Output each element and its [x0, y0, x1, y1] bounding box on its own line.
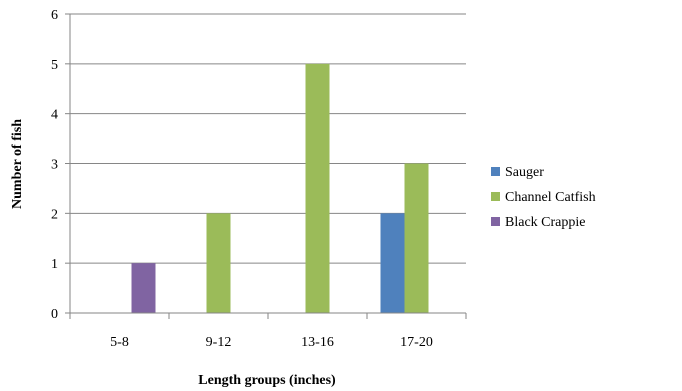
bar-channel-catfish-17-20 [404, 163, 429, 313]
legend-label-black-crappie: Black Crappie [505, 215, 585, 230]
bar-channel-catfish-13-16 [305, 63, 330, 314]
y-tick-label: 0 [51, 307, 58, 322]
y-tick-label: 1 [51, 257, 58, 272]
x-tick-label: 17-20 [400, 335, 433, 350]
y-tick-label: 5 [51, 58, 58, 73]
y-tick-label: 6 [51, 8, 58, 23]
y-axis-title: Number of fish [10, 119, 25, 209]
y-tick-label: 2 [51, 207, 58, 222]
bar-black-crappie-5-8 [131, 263, 156, 313]
legend-swatch-sauger [491, 167, 500, 176]
bar-sauger-17-20 [380, 213, 405, 313]
bars [131, 63, 429, 314]
y-tick-label: 4 [51, 108, 58, 123]
y-tick-label: 3 [51, 158, 58, 173]
x-tick-label: 9-12 [206, 335, 232, 350]
legend-label-sauger: Sauger [505, 165, 544, 180]
x-tick-label: 13-16 [301, 335, 334, 350]
legend-swatch-black-crappie [491, 217, 500, 226]
legend-label-channel-catfish: Channel Catfish [505, 190, 596, 205]
y-tick-labels: 0 1 2 3 4 5 6 [51, 8, 58, 322]
axes [65, 13, 467, 319]
legend: Sauger Channel Catfish Black Crappie [491, 165, 596, 230]
x-tick-label: 5-8 [110, 335, 129, 350]
legend-swatch-channel-catfish [491, 192, 500, 201]
x-axis-title: Length groups (inches) [198, 373, 336, 388]
bar-channel-catfish-9-12 [206, 213, 231, 313]
x-tick-labels: 5-8 9-12 13-16 17-20 [110, 335, 433, 350]
